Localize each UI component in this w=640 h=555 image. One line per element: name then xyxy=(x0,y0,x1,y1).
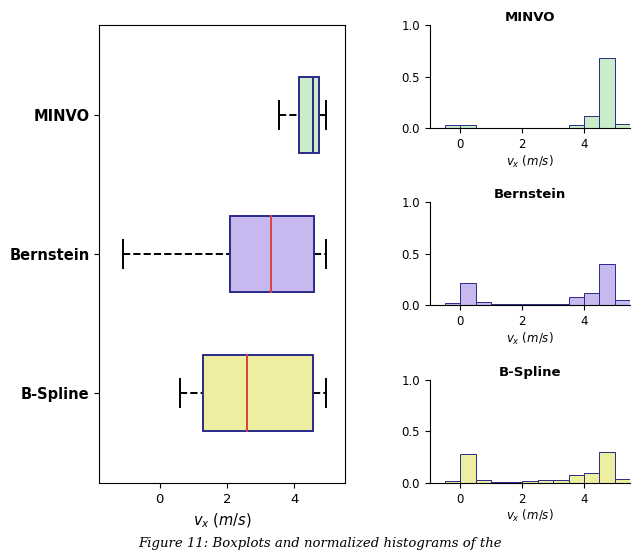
Bar xyxy=(492,482,507,483)
Bar xyxy=(230,216,314,292)
Bar xyxy=(615,300,630,305)
Bar xyxy=(568,125,584,128)
Bar xyxy=(445,304,460,305)
Bar xyxy=(615,124,630,128)
Bar xyxy=(600,264,615,305)
X-axis label: $v_x \ (m/s)$: $v_x \ (m/s)$ xyxy=(506,154,554,170)
Bar xyxy=(476,480,492,483)
Bar xyxy=(600,58,615,128)
Bar xyxy=(615,479,630,483)
Bar xyxy=(300,77,319,153)
Bar xyxy=(568,297,584,305)
Bar xyxy=(445,125,460,128)
Title: MINVO: MINVO xyxy=(505,11,556,24)
Bar xyxy=(460,454,476,483)
Bar xyxy=(584,116,600,128)
Title: Bernstein: Bernstein xyxy=(494,188,566,201)
Bar xyxy=(584,293,600,305)
Bar xyxy=(204,355,313,431)
Bar xyxy=(568,475,584,483)
Bar xyxy=(460,125,476,128)
Title: B-Spline: B-Spline xyxy=(499,366,561,379)
Bar xyxy=(460,283,476,305)
X-axis label: $v_x \ (m/s)$: $v_x \ (m/s)$ xyxy=(193,511,252,529)
Bar xyxy=(476,302,492,305)
Bar xyxy=(600,452,615,483)
Bar xyxy=(522,481,538,483)
Bar xyxy=(584,472,600,483)
Bar xyxy=(445,481,460,483)
Text: Figure 11: Boxplots and normalized histograms of the: Figure 11: Boxplots and normalized histo… xyxy=(138,537,502,549)
Bar xyxy=(538,480,553,483)
Bar xyxy=(507,482,522,483)
X-axis label: $v_x \ (m/s)$: $v_x \ (m/s)$ xyxy=(506,508,554,524)
Bar xyxy=(553,480,568,483)
X-axis label: $v_x \ (m/s)$: $v_x \ (m/s)$ xyxy=(506,331,554,347)
